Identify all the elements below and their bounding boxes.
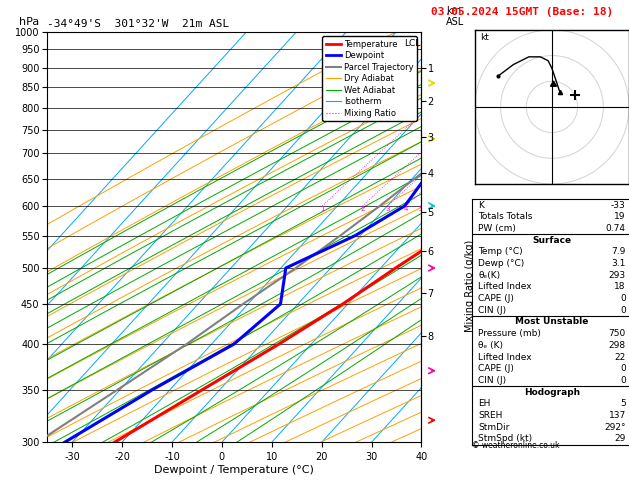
Text: Dewp (°C): Dewp (°C) — [478, 259, 525, 268]
Text: θₑ (K): θₑ (K) — [478, 341, 503, 350]
Text: 292°: 292° — [604, 423, 626, 432]
Text: © weatheronline.co.uk: © weatheronline.co.uk — [472, 440, 559, 450]
Text: 293: 293 — [609, 271, 626, 280]
Text: CAPE (J): CAPE (J) — [478, 294, 514, 303]
Text: 3.1: 3.1 — [611, 259, 626, 268]
Text: StmDir: StmDir — [478, 423, 509, 432]
Text: 5: 5 — [418, 206, 423, 212]
Text: CAPE (J): CAPE (J) — [478, 364, 514, 373]
Text: Lifted Index: Lifted Index — [478, 282, 532, 292]
Text: hPa: hPa — [19, 17, 40, 28]
Text: 0: 0 — [620, 376, 626, 385]
Text: -34°49'S  301°32'W  21m ASL: -34°49'S 301°32'W 21m ASL — [47, 19, 230, 30]
Text: StmSpd (kt): StmSpd (kt) — [478, 434, 532, 443]
Legend: Temperature, Dewpoint, Parcel Trajectory, Dry Adiabat, Wet Adiabat, Isotherm, Mi: Temperature, Dewpoint, Parcel Trajectory… — [322, 36, 417, 121]
Text: 03.05.2024 15GMT (Base: 18): 03.05.2024 15GMT (Base: 18) — [431, 7, 613, 17]
Text: 2: 2 — [360, 206, 365, 212]
Text: K: K — [478, 201, 484, 209]
Text: 3: 3 — [386, 206, 390, 212]
Text: EH: EH — [478, 399, 491, 408]
Text: kt: kt — [480, 33, 489, 42]
Text: Hodograph: Hodograph — [524, 388, 580, 397]
Text: 29: 29 — [615, 434, 626, 443]
Text: 4: 4 — [404, 206, 408, 212]
Text: -33: -33 — [611, 201, 626, 209]
Text: 18: 18 — [615, 282, 626, 292]
Text: 0: 0 — [620, 364, 626, 373]
Text: Temp (°C): Temp (°C) — [478, 247, 523, 256]
Text: LCL: LCL — [404, 39, 420, 49]
Text: 0.74: 0.74 — [606, 224, 626, 233]
Text: 298: 298 — [609, 341, 626, 350]
Text: 750: 750 — [608, 329, 626, 338]
Text: 0: 0 — [620, 306, 626, 315]
Text: 7.9: 7.9 — [611, 247, 626, 256]
Text: 137: 137 — [608, 411, 626, 420]
Text: Totals Totals: Totals Totals — [478, 212, 533, 221]
Text: Lifted Index: Lifted Index — [478, 352, 532, 362]
X-axis label: Dewpoint / Temperature (°C): Dewpoint / Temperature (°C) — [154, 465, 314, 475]
Text: 1: 1 — [320, 206, 325, 212]
Text: Surface: Surface — [532, 236, 572, 244]
Text: 22: 22 — [615, 352, 626, 362]
Text: Pressure (mb): Pressure (mb) — [478, 329, 541, 338]
Text: km
ASL: km ASL — [446, 6, 464, 28]
Text: PW (cm): PW (cm) — [478, 224, 516, 233]
Text: SREH: SREH — [478, 411, 503, 420]
Text: 19: 19 — [615, 212, 626, 221]
Text: θₑ(K): θₑ(K) — [478, 271, 500, 280]
Text: 5: 5 — [620, 399, 626, 408]
Text: Mixing Ratio (g/kg): Mixing Ratio (g/kg) — [465, 240, 475, 332]
Text: 0: 0 — [620, 294, 626, 303]
Text: CIN (J): CIN (J) — [478, 376, 506, 385]
Text: Most Unstable: Most Unstable — [515, 317, 589, 327]
Text: CIN (J): CIN (J) — [478, 306, 506, 315]
